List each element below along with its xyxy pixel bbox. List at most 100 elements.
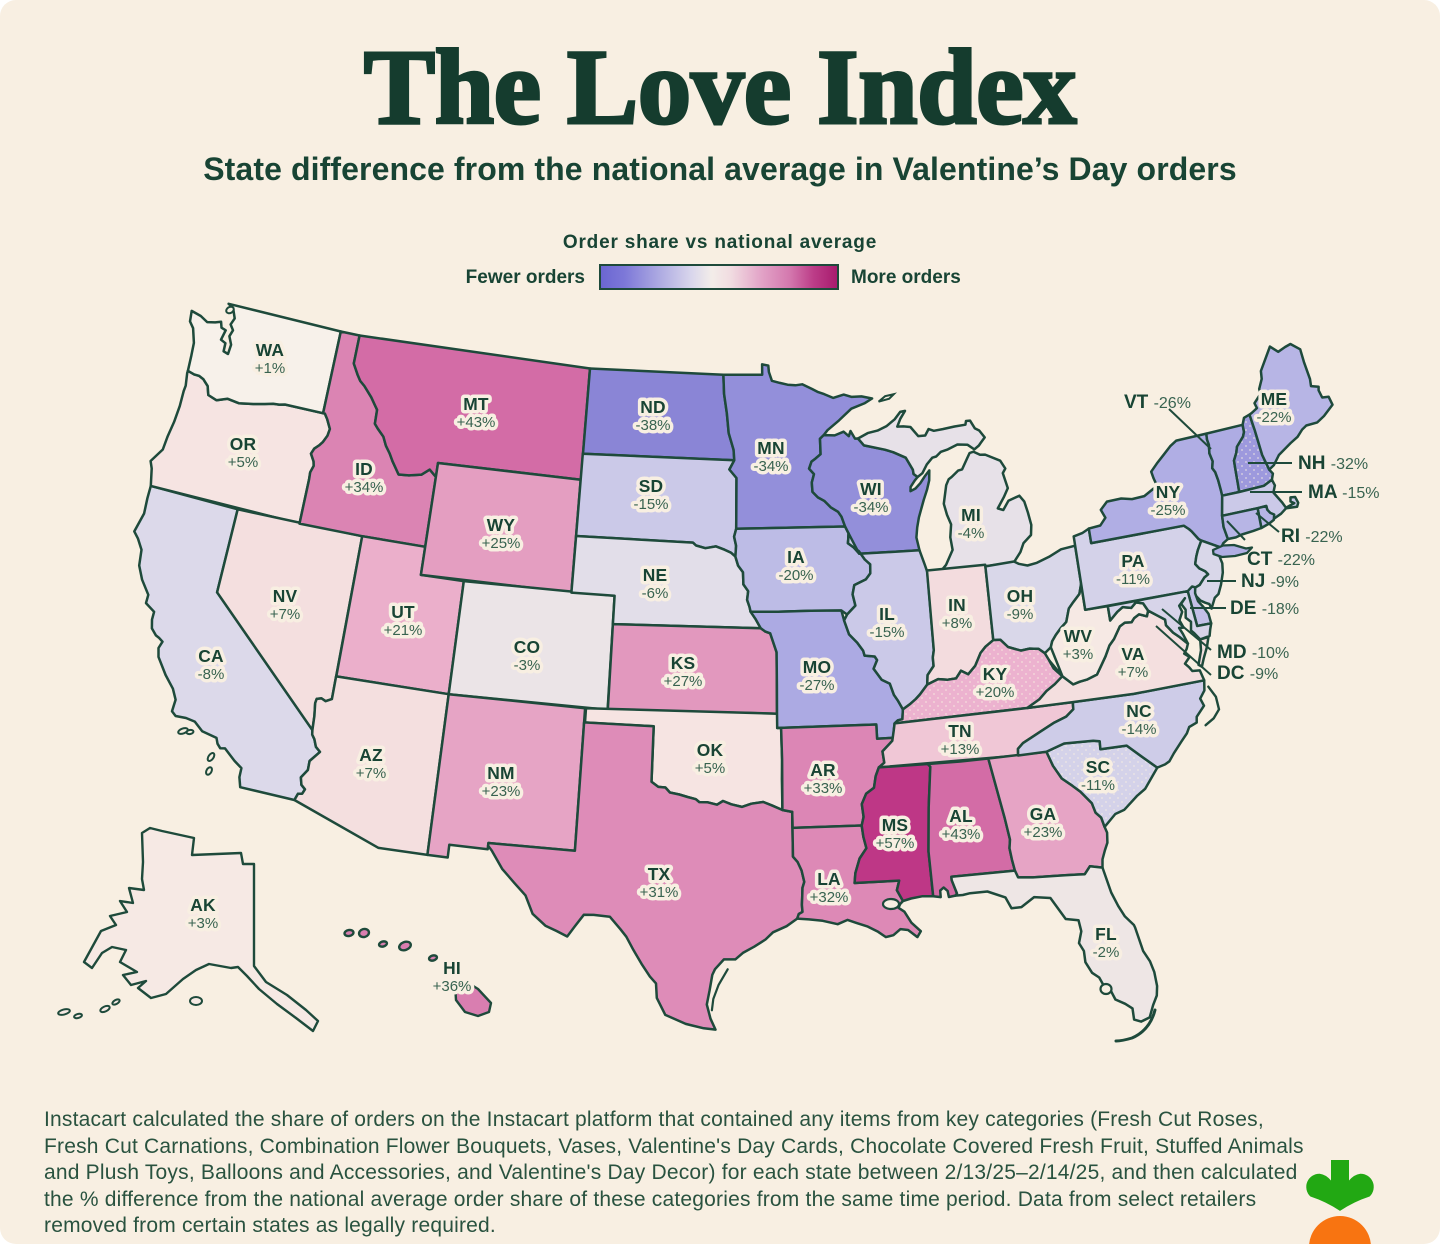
svg-text:NE: NE (643, 565, 668, 585)
svg-text:VA: VA (1121, 644, 1145, 664)
svg-text:IA: IA (787, 547, 805, 567)
svg-text:+1%: +1% (255, 360, 285, 377)
svg-text:NY: NY (1156, 482, 1181, 502)
svg-text:AR: AR (810, 760, 836, 780)
svg-text:+3%: +3% (1063, 646, 1093, 663)
svg-text:-20%: -20% (778, 567, 813, 584)
svg-text:RI -22%: RI -22% (1281, 526, 1343, 547)
svg-text:+13%: +13% (941, 741, 980, 758)
svg-text:MT: MT (463, 394, 489, 414)
svg-text:+7%: +7% (356, 765, 386, 782)
svg-text:+7%: +7% (270, 606, 300, 623)
svg-text:+23%: +23% (482, 783, 521, 800)
svg-text:MT: MT (463, 394, 489, 414)
svg-text:OR: OR (230, 434, 257, 454)
svg-text:+3%: +3% (188, 915, 218, 932)
svg-text:-15%: -15% (869, 624, 904, 641)
svg-text:VT -26%: VT -26% (1124, 392, 1191, 413)
svg-text:MS: MS (882, 815, 909, 835)
svg-text:-34%: -34% (853, 499, 888, 516)
svg-text:-15%: -15% (633, 496, 668, 513)
svg-text:AL: AL (949, 806, 973, 826)
svg-text:+43%: +43% (942, 826, 981, 843)
svg-text:-14%: -14% (1121, 721, 1156, 738)
svg-text:+25%: +25% (482, 535, 521, 552)
svg-text:SD: SD (639, 476, 664, 496)
svg-text:SC: SC (1086, 757, 1111, 777)
svg-text:+31%: +31% (640, 884, 679, 901)
svg-text:-6%: -6% (642, 585, 669, 602)
svg-text:+33%: +33% (804, 780, 843, 797)
svg-text:NE: NE (643, 565, 668, 585)
svg-text:+43%: +43% (457, 414, 496, 431)
svg-text:KS: KS (671, 653, 696, 673)
svg-text:GA: GA (1030, 804, 1057, 824)
svg-text:NV: NV (273, 586, 298, 606)
svg-text:-27%: -27% (799, 677, 834, 694)
svg-text:+8%: +8% (942, 615, 972, 632)
svg-text:SD: SD (639, 476, 664, 496)
svg-text:-38%: -38% (635, 417, 670, 434)
svg-text:MO: MO (803, 657, 831, 677)
svg-text:+5%: +5% (695, 760, 725, 777)
svg-text:-14%: -14% (1121, 721, 1156, 738)
svg-text:+21%: +21% (384, 622, 423, 639)
svg-text:MA -15%: MA -15% (1308, 482, 1379, 503)
svg-text:+23%: +23% (482, 783, 521, 800)
svg-text:+36%: +36% (433, 978, 472, 995)
svg-text:WI: WI (860, 479, 882, 499)
svg-text:WY: WY (487, 515, 516, 535)
svg-text:-22%: -22% (1256, 409, 1291, 426)
svg-text:ND: ND (640, 397, 666, 417)
svg-text:WY: WY (487, 515, 516, 535)
svg-text:KY: KY (983, 664, 1008, 684)
svg-text:KY: KY (983, 664, 1008, 684)
svg-text:UT: UT (391, 602, 415, 622)
svg-text:-4%: -4% (958, 525, 985, 542)
svg-text:NJ -9%: NJ -9% (1241, 571, 1299, 592)
svg-text:-8%: -8% (198, 666, 225, 683)
svg-text:+32%: +32% (810, 889, 849, 906)
svg-text:MO: MO (803, 657, 831, 677)
svg-text:-34%: -34% (853, 499, 888, 516)
svg-text:+34%: +34% (345, 479, 384, 496)
svg-text:PA: PA (1121, 551, 1145, 571)
svg-text:+5%: +5% (228, 454, 258, 471)
svg-text:-11%: -11% (1081, 777, 1115, 794)
svg-text:HI: HI (443, 958, 461, 978)
svg-text:FL: FL (1095, 924, 1117, 944)
svg-text:HI: HI (443, 958, 461, 978)
svg-text:+43%: +43% (942, 826, 981, 843)
svg-text:-20%: -20% (778, 567, 813, 584)
svg-text:-34%: -34% (753, 458, 788, 475)
svg-text:OK: OK (697, 740, 724, 760)
svg-text:LA: LA (817, 869, 841, 889)
svg-text:-38%: -38% (635, 417, 670, 434)
svg-text:-6%: -6% (642, 585, 669, 602)
svg-text:CT -22%: CT -22% (1247, 549, 1315, 570)
svg-text:+27%: +27% (664, 673, 703, 690)
svg-text:+20%: +20% (976, 684, 1015, 701)
svg-text:+8%: +8% (942, 615, 972, 632)
svg-text:GA: GA (1030, 804, 1057, 824)
svg-text:-9%: -9% (1007, 606, 1034, 623)
svg-text:TN: TN (948, 721, 972, 741)
svg-text:+57%: +57% (876, 835, 915, 852)
svg-text:-2%: -2% (1093, 944, 1120, 961)
svg-text:MI: MI (961, 505, 981, 525)
svg-text:LA: LA (817, 869, 841, 889)
svg-text:NV: NV (273, 586, 298, 606)
svg-text:-8%: -8% (198, 666, 225, 683)
svg-text:+7%: +7% (1118, 664, 1148, 681)
svg-text:CO: CO (514, 637, 541, 657)
svg-text:-22%: -22% (1256, 409, 1291, 426)
svg-text:MN: MN (757, 438, 784, 458)
svg-text:+25%: +25% (482, 535, 521, 552)
svg-text:KS: KS (671, 653, 696, 673)
svg-text:IL: IL (879, 604, 895, 624)
svg-text:+21%: +21% (384, 622, 423, 639)
svg-text:-25%: -25% (1150, 502, 1185, 519)
svg-text:+3%: +3% (188, 915, 218, 932)
svg-text:OR: OR (230, 434, 257, 454)
svg-text:IL: IL (879, 604, 895, 624)
